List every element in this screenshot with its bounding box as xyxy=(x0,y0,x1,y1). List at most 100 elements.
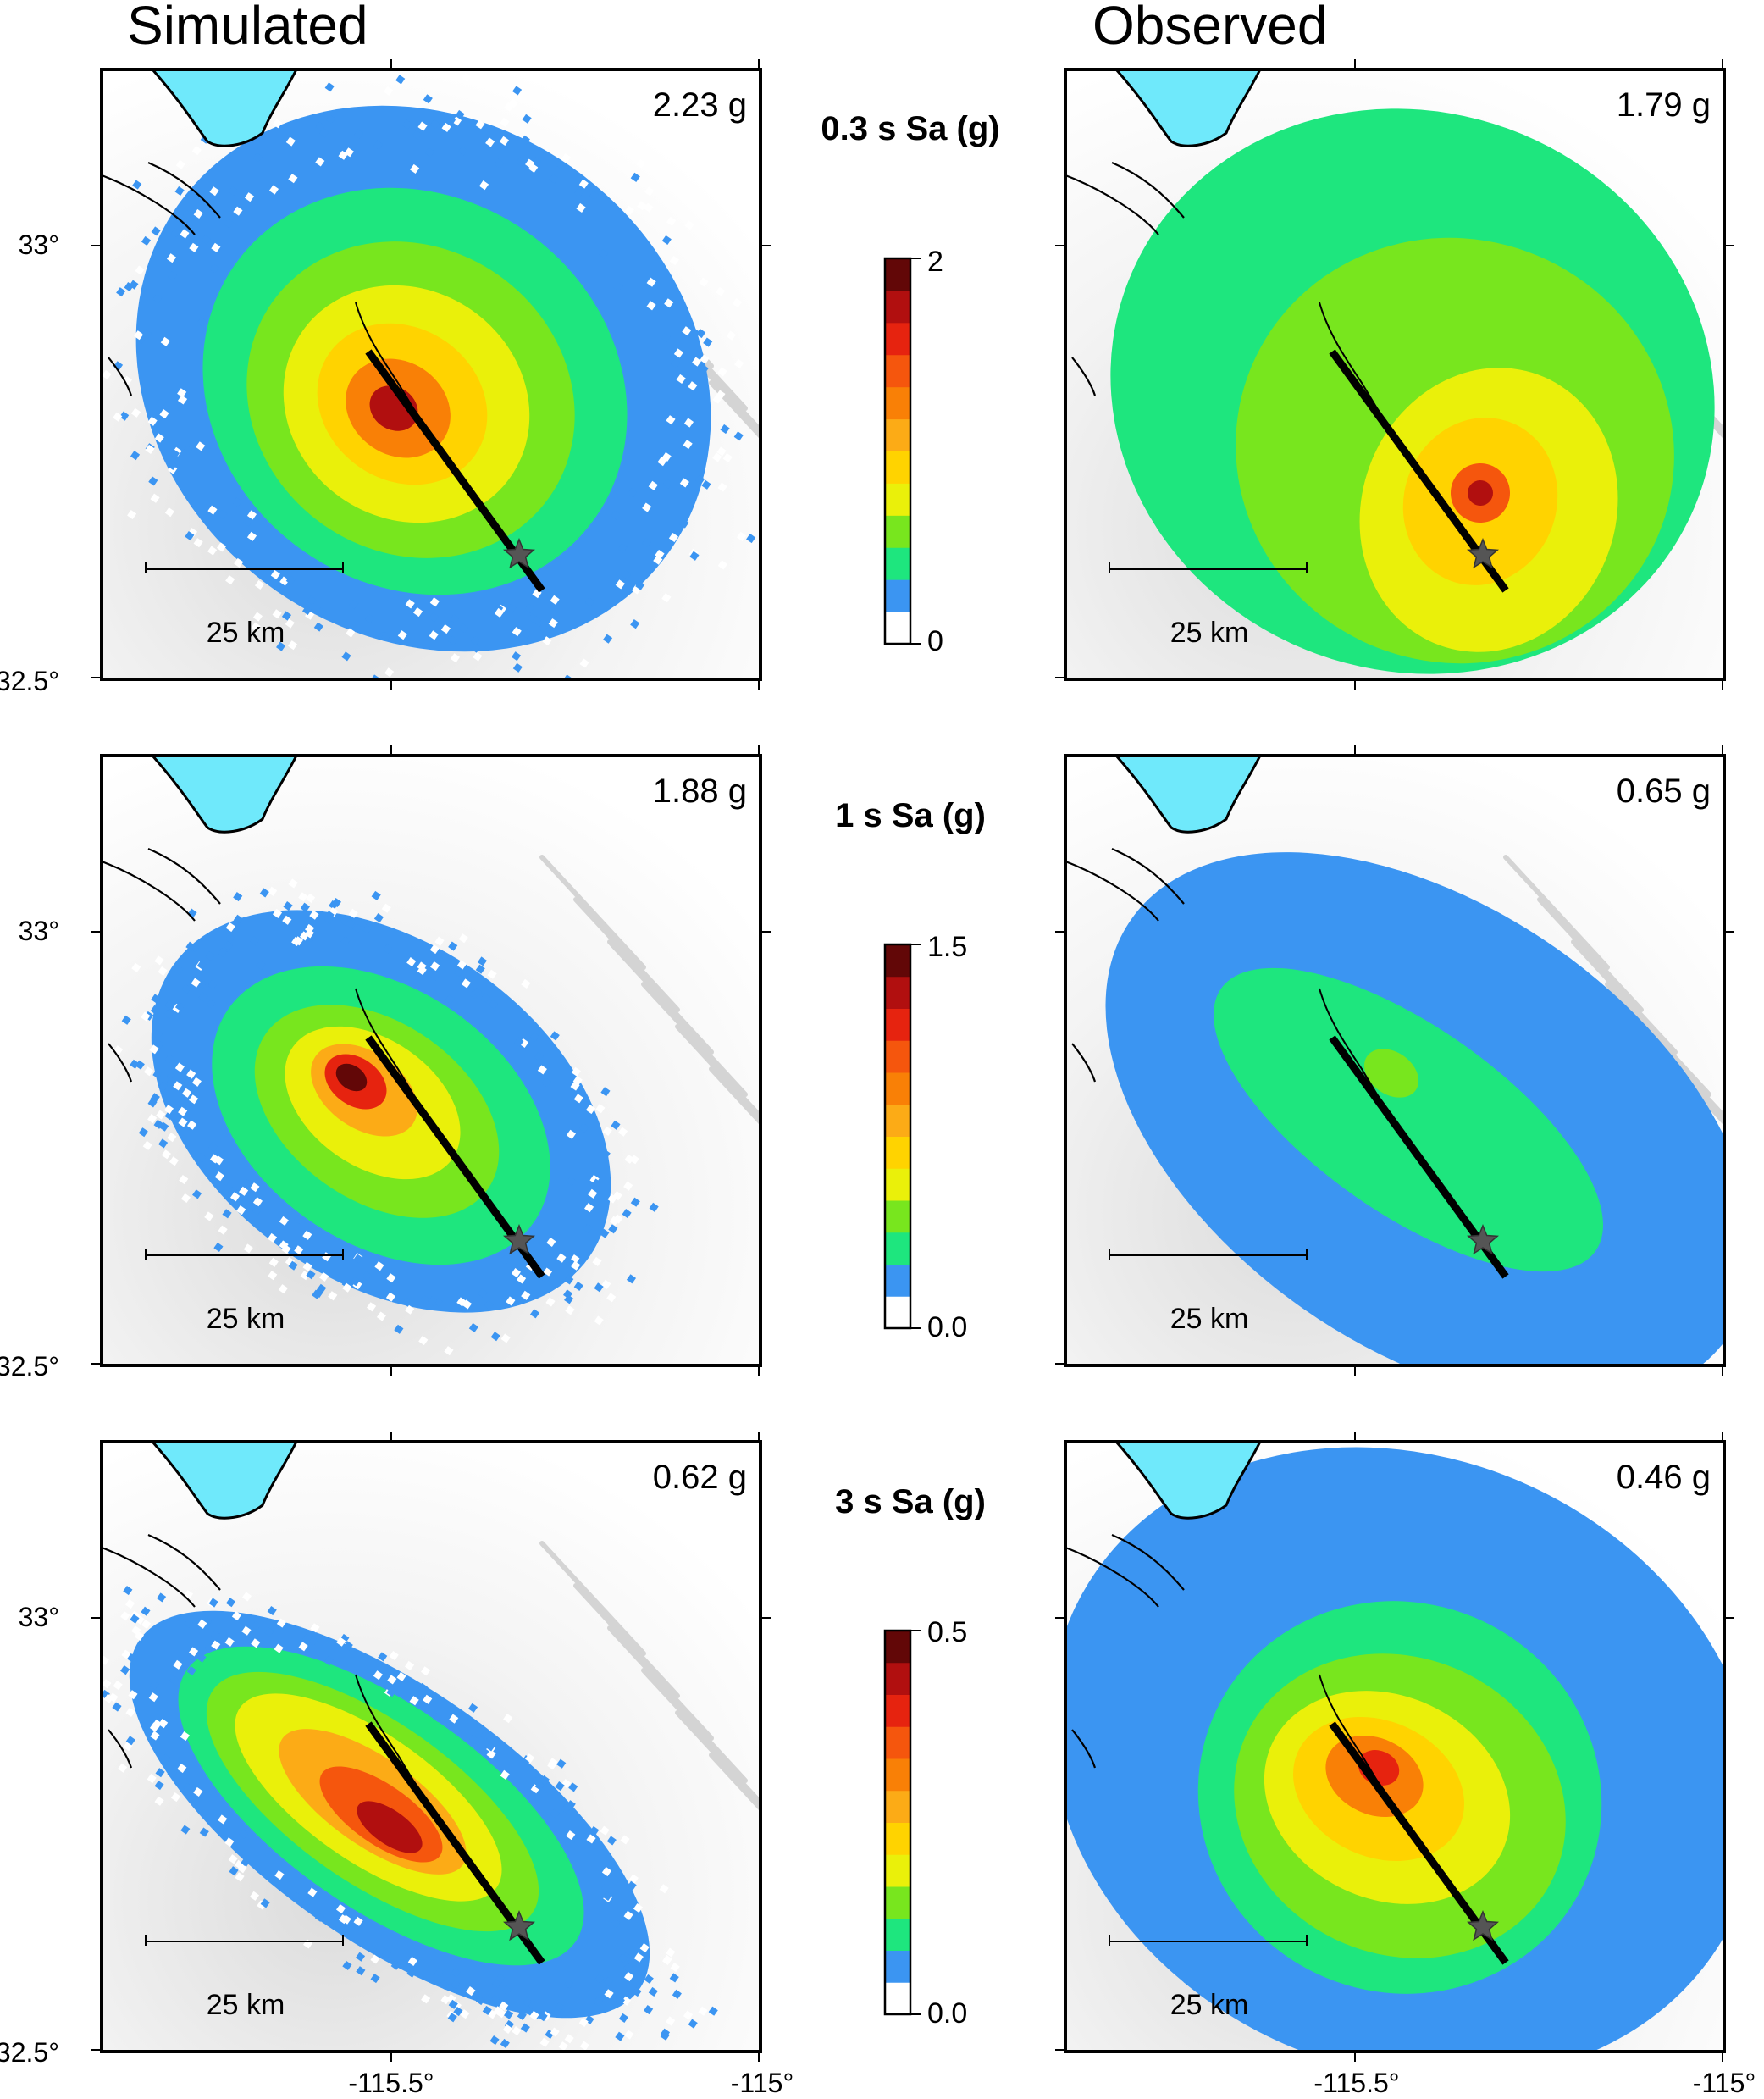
shaking-speckle xyxy=(143,1066,154,1077)
shaking-speckle xyxy=(611,1918,621,1929)
shaking-speckle xyxy=(672,1989,682,1999)
shaking-speckle xyxy=(381,903,391,913)
shaking-speckle xyxy=(256,960,266,970)
shaking-speckle xyxy=(86,1666,95,1675)
shaking-speckle xyxy=(193,1786,203,1797)
colorbar-swatch-7 xyxy=(885,386,910,420)
shaking-speckle xyxy=(102,369,112,380)
shaking-speckle xyxy=(169,1156,180,1166)
colorbar-max-label-3s: 0.5 xyxy=(927,1616,967,1648)
shaking-speckle xyxy=(618,1127,628,1137)
shaking-speckle xyxy=(147,416,158,426)
shaking-speckle xyxy=(390,1960,401,1970)
shaking-speckle xyxy=(447,2013,457,2023)
shaking-speckle xyxy=(381,631,391,641)
shaking-speckle xyxy=(331,898,342,908)
shaking-speckle xyxy=(550,1808,560,1819)
shaking-speckle xyxy=(152,293,163,303)
shaking-speckle xyxy=(712,452,722,462)
shaking-speckle xyxy=(683,418,694,428)
shaking-speckle xyxy=(174,186,185,196)
colorbar-swatch-11 xyxy=(885,944,910,978)
shaking-speckle xyxy=(125,1707,135,1717)
peak-label-box xyxy=(1597,766,1714,812)
colorbar-min-label-1s: 0.0 xyxy=(927,1311,967,1343)
shaking-speckle xyxy=(353,1254,363,1264)
shaking-speckle xyxy=(168,271,178,281)
colorbar-swatch-8 xyxy=(885,1726,910,1759)
shaking-speckle xyxy=(353,1916,363,1926)
shaking-speckle xyxy=(500,2038,510,2049)
map-panel-obs-2 xyxy=(1055,1432,1734,2062)
shaking-speckle xyxy=(666,1947,676,1958)
shaking-speckle xyxy=(145,444,155,455)
shaking-speckle xyxy=(225,1598,236,1608)
shaking-speckle xyxy=(726,330,736,341)
fault-trace xyxy=(108,1043,133,1083)
colorbar-swatch-2 xyxy=(885,1918,910,1951)
shaking-speckle xyxy=(209,263,219,274)
shaking-speckle xyxy=(430,961,440,972)
shaking-speckle xyxy=(118,1763,128,1773)
shaking-speckle xyxy=(335,1903,346,1914)
shaking-speckle xyxy=(688,2019,698,2029)
shaking-speckle xyxy=(177,395,188,405)
shaking-speckle xyxy=(689,327,700,337)
shaking-speckle xyxy=(355,1952,366,1962)
peak-label-sim-0.3s: 2.23 g xyxy=(653,86,747,124)
shaking-speckle xyxy=(177,1763,187,1774)
shaking-speckle xyxy=(456,960,467,970)
shaking-speckle xyxy=(445,994,455,1005)
shaking-speckle xyxy=(635,580,645,590)
shaking-speckle xyxy=(246,531,257,541)
shaking-speckle xyxy=(649,1202,659,1212)
map-frame xyxy=(100,68,762,681)
shaking-speckle xyxy=(717,367,727,377)
shaking-speckle xyxy=(555,2002,565,2013)
shaking-speckle xyxy=(233,892,243,902)
shaking-speckle xyxy=(283,901,293,911)
colorbar-swatch-4 xyxy=(885,483,910,516)
shaking-speckle xyxy=(216,542,227,552)
colorbar-swatch-1 xyxy=(885,1950,910,1983)
shaking-speckle xyxy=(503,1714,513,1724)
shaking-speckle xyxy=(315,121,325,131)
shaking-speckle xyxy=(525,1753,535,1764)
shaking-speckle xyxy=(173,1081,183,1091)
shaking-speckle xyxy=(600,1149,611,1160)
shaking-speckle xyxy=(478,180,489,191)
shaking-speckle xyxy=(288,640,298,651)
shaking-speckle xyxy=(196,1153,207,1163)
shaking-speckle xyxy=(237,1864,247,1874)
shaking-speckle xyxy=(529,1309,540,1319)
shaking-speckle xyxy=(193,208,203,219)
shaking-speckle xyxy=(147,1114,158,1124)
lat-label-33-row3: 33° xyxy=(19,1602,59,1632)
shaking-speckle xyxy=(633,1902,644,1913)
shaking-contour-level-3 xyxy=(1363,1049,1419,1098)
colorbar-min-label-0.3s: 0 xyxy=(927,625,943,657)
shaking-speckle xyxy=(180,1731,190,1742)
shaking-speckle xyxy=(291,1891,302,1902)
row-title-3s: 3 s Sa (g) xyxy=(835,1483,986,1520)
shaking-speckle xyxy=(218,1814,228,1825)
shaking-speckle xyxy=(555,1781,565,1792)
shaking-speckle xyxy=(175,159,185,169)
shaking-speckle xyxy=(149,1680,159,1690)
shaking-speckle xyxy=(601,1882,611,1892)
colorbar-swatch-8 xyxy=(885,1040,910,1073)
shaking-speckle xyxy=(373,1670,383,1681)
shaking-speckle xyxy=(417,1682,428,1692)
shaking-speckle xyxy=(155,1768,165,1778)
shaking-speckle xyxy=(594,1315,604,1326)
shaking-speckle xyxy=(514,1037,524,1047)
shaking-speckle xyxy=(494,158,505,169)
shaking-speckle xyxy=(218,947,228,958)
shaking-speckle xyxy=(159,409,169,419)
shaking-speckle xyxy=(134,330,144,341)
shaking-speckle xyxy=(591,1197,601,1207)
map-panel-obs-0 xyxy=(1055,59,1734,690)
scale-bar xyxy=(1109,1249,1308,1260)
shaking-speckle xyxy=(267,1605,277,1616)
shaking-speckle xyxy=(138,1127,148,1138)
